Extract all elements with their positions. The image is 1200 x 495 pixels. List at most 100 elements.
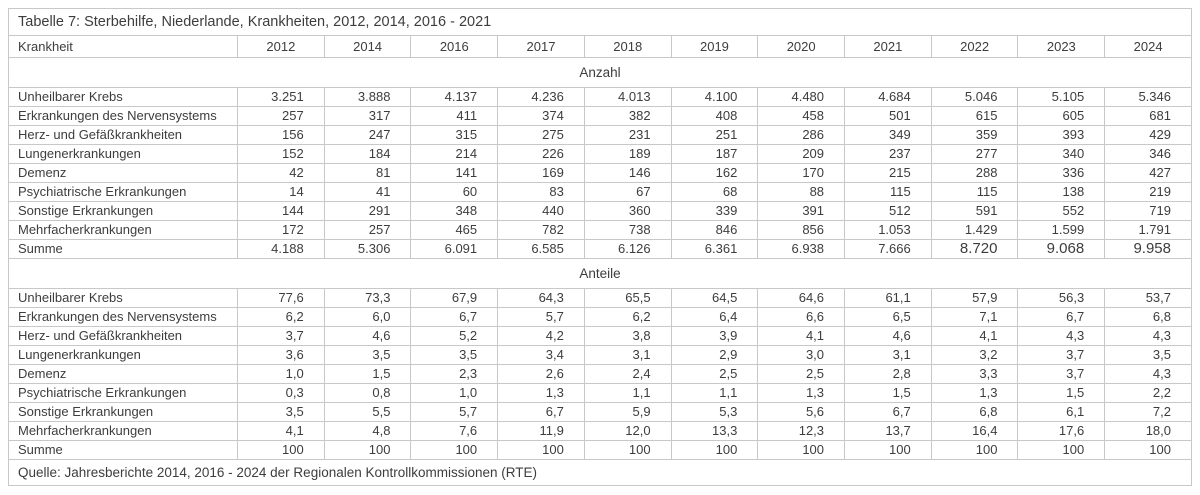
value-cell: 64,5 <box>670 288 759 308</box>
value-cell: 100 <box>583 440 672 460</box>
table-row: Psychiatrische Erkrankungen 14 41 60 83 67 68 8… <box>8 182 1192 202</box>
disease-label: Demenz <box>8 163 238 183</box>
value-cell: 7,6 <box>410 421 499 441</box>
column-header-year: 2016 <box>410 35 499 58</box>
value-cell: 6,7 <box>410 307 499 327</box>
value-cell: 5.346 <box>1104 87 1192 107</box>
value-cell: 64,3 <box>497 288 585 308</box>
table-row: Demenz 1,0 1,5 2,3 2,6 2,4 2,5 2,5 2,8 3,3 3,7 4,3 <box>8 364 1192 384</box>
disease-label: Herz- und Gefäßkrankheiten <box>8 125 238 145</box>
value-cell: 317 <box>323 106 412 126</box>
value-cell: 277 <box>930 144 1019 164</box>
value-cell: 856 <box>757 220 846 240</box>
value-cell: 184 <box>323 144 412 164</box>
value-cell: 100 <box>497 440 585 460</box>
value-cell: 4.684 <box>844 87 932 107</box>
value-cell: 67 <box>583 182 672 202</box>
section-band-row: Anteile <box>8 258 1192 289</box>
value-cell: 6,7 <box>844 402 932 422</box>
value-cell: 4,3 <box>1017 326 1106 346</box>
value-cell: 100 <box>237 440 325 460</box>
value-cell: 17,6 <box>1017 421 1106 441</box>
value-cell: 440 <box>497 201 585 221</box>
disease-label: Unheilbarer Krebs <box>8 87 238 107</box>
value-cell: 77,6 <box>237 288 325 308</box>
value-cell: 60 <box>410 182 499 202</box>
value-cell: 100 <box>410 440 499 460</box>
value-cell: 6,6 <box>757 307 846 327</box>
value-cell: 226 <box>497 144 585 164</box>
disease-label: Summe <box>8 440 238 460</box>
value-cell: 3,5 <box>323 345 412 365</box>
value-cell: 83 <box>497 182 585 202</box>
table-row: Mehrfacherkrankungen 172 257 465 782 738 846 85… <box>8 220 1192 240</box>
value-cell: 5,2 <box>410 326 499 346</box>
disease-label: Summe <box>8 239 238 259</box>
table-title: Tabelle 7: Sterbehilfe, Niederlande, Kra… <box>8 8 1192 36</box>
table-row: Lungenerkrankungen 152 184 214 226 189 187 209 2… <box>8 144 1192 164</box>
table-row: Herz- und Gefäßkrankheiten 156 247 315 275 23… <box>8 125 1192 145</box>
value-cell: 6,8 <box>930 402 1019 422</box>
value-cell: 1,5 <box>844 383 932 403</box>
value-cell: 5.046 <box>930 87 1019 107</box>
value-cell: 209 <box>757 144 846 164</box>
value-cell: 156 <box>237 125 325 145</box>
value-cell: 6,4 <box>670 307 759 327</box>
value-cell: 13,7 <box>844 421 932 441</box>
value-cell: 257 <box>323 220 412 240</box>
value-cell: 6,7 <box>1017 307 1106 327</box>
value-cell: 4,1 <box>757 326 846 346</box>
value-cell: 3,2 <box>930 345 1019 365</box>
column-header-year: 2020 <box>757 35 846 58</box>
value-cell: 408 <box>670 106 759 126</box>
value-cell: 13,3 <box>670 421 759 441</box>
value-cell: 42 <box>237 163 325 183</box>
value-cell: 237 <box>844 144 932 164</box>
value-cell: 144 <box>237 201 325 221</box>
value-cell: 138 <box>1017 182 1106 202</box>
value-cell: 6,7 <box>497 402 585 422</box>
value-cell: 340 <box>1017 144 1106 164</box>
value-cell: 1,1 <box>670 383 759 403</box>
value-cell: 359 <box>930 125 1019 145</box>
section-anteile: Anteile Unheilbarer Krebs 77,6 73,3 67,9 64,3… <box>8 258 1192 460</box>
value-cell: 3.888 <box>323 87 412 107</box>
value-cell: 1,0 <box>237 364 325 384</box>
value-cell: 3,1 <box>583 345 672 365</box>
value-cell: 3,1 <box>844 345 932 365</box>
value-cell: 4,8 <box>323 421 412 441</box>
value-cell: 115 <box>844 182 932 202</box>
value-cell: 5,3 <box>670 402 759 422</box>
value-cell: 427 <box>1104 163 1192 183</box>
column-header-krankheit: Krankheit <box>8 35 238 58</box>
value-cell: 348 <box>410 201 499 221</box>
column-header-year: 2017 <box>497 35 585 58</box>
table-row: Erkrankungen des Nervensystems 6,2 6,0 6,7 5… <box>8 307 1192 327</box>
value-cell: 2,9 <box>670 345 759 365</box>
value-cell: 219 <box>1104 182 1192 202</box>
value-cell: 719 <box>1104 201 1192 221</box>
value-cell: 57,9 <box>930 288 1019 308</box>
value-cell: 286 <box>757 125 846 145</box>
value-cell: 393 <box>1017 125 1106 145</box>
value-cell: 738 <box>583 220 672 240</box>
value-cell: 5,6 <box>757 402 846 422</box>
value-cell: 1,5 <box>1017 383 1106 403</box>
column-header-year: 2021 <box>844 35 932 58</box>
value-cell: 257 <box>237 106 325 126</box>
value-cell: 6.361 <box>670 239 759 259</box>
value-cell: 215 <box>844 163 932 183</box>
disease-label: Lungenerkrankungen <box>8 345 238 365</box>
table-row: Summe 4.188 5.306 6.091 6.585 6.126 6.361 6.938… <box>8 239 1192 259</box>
value-cell: 18,0 <box>1104 421 1192 441</box>
value-cell: 3,9 <box>670 326 759 346</box>
value-cell: 187 <box>670 144 759 164</box>
value-cell: 6.091 <box>410 239 499 259</box>
value-cell: 100 <box>1104 440 1192 460</box>
disease-label: Psychiatrische Erkrankungen <box>8 383 238 403</box>
value-cell: 458 <box>757 106 846 126</box>
table-row: Unheilbarer Krebs 3.251 3.888 4.137 4.236 4.0… <box>8 87 1192 107</box>
value-cell: 4.236 <box>497 87 585 107</box>
value-cell: 6.938 <box>757 239 846 259</box>
section-band-label: Anteile <box>8 258 1192 289</box>
